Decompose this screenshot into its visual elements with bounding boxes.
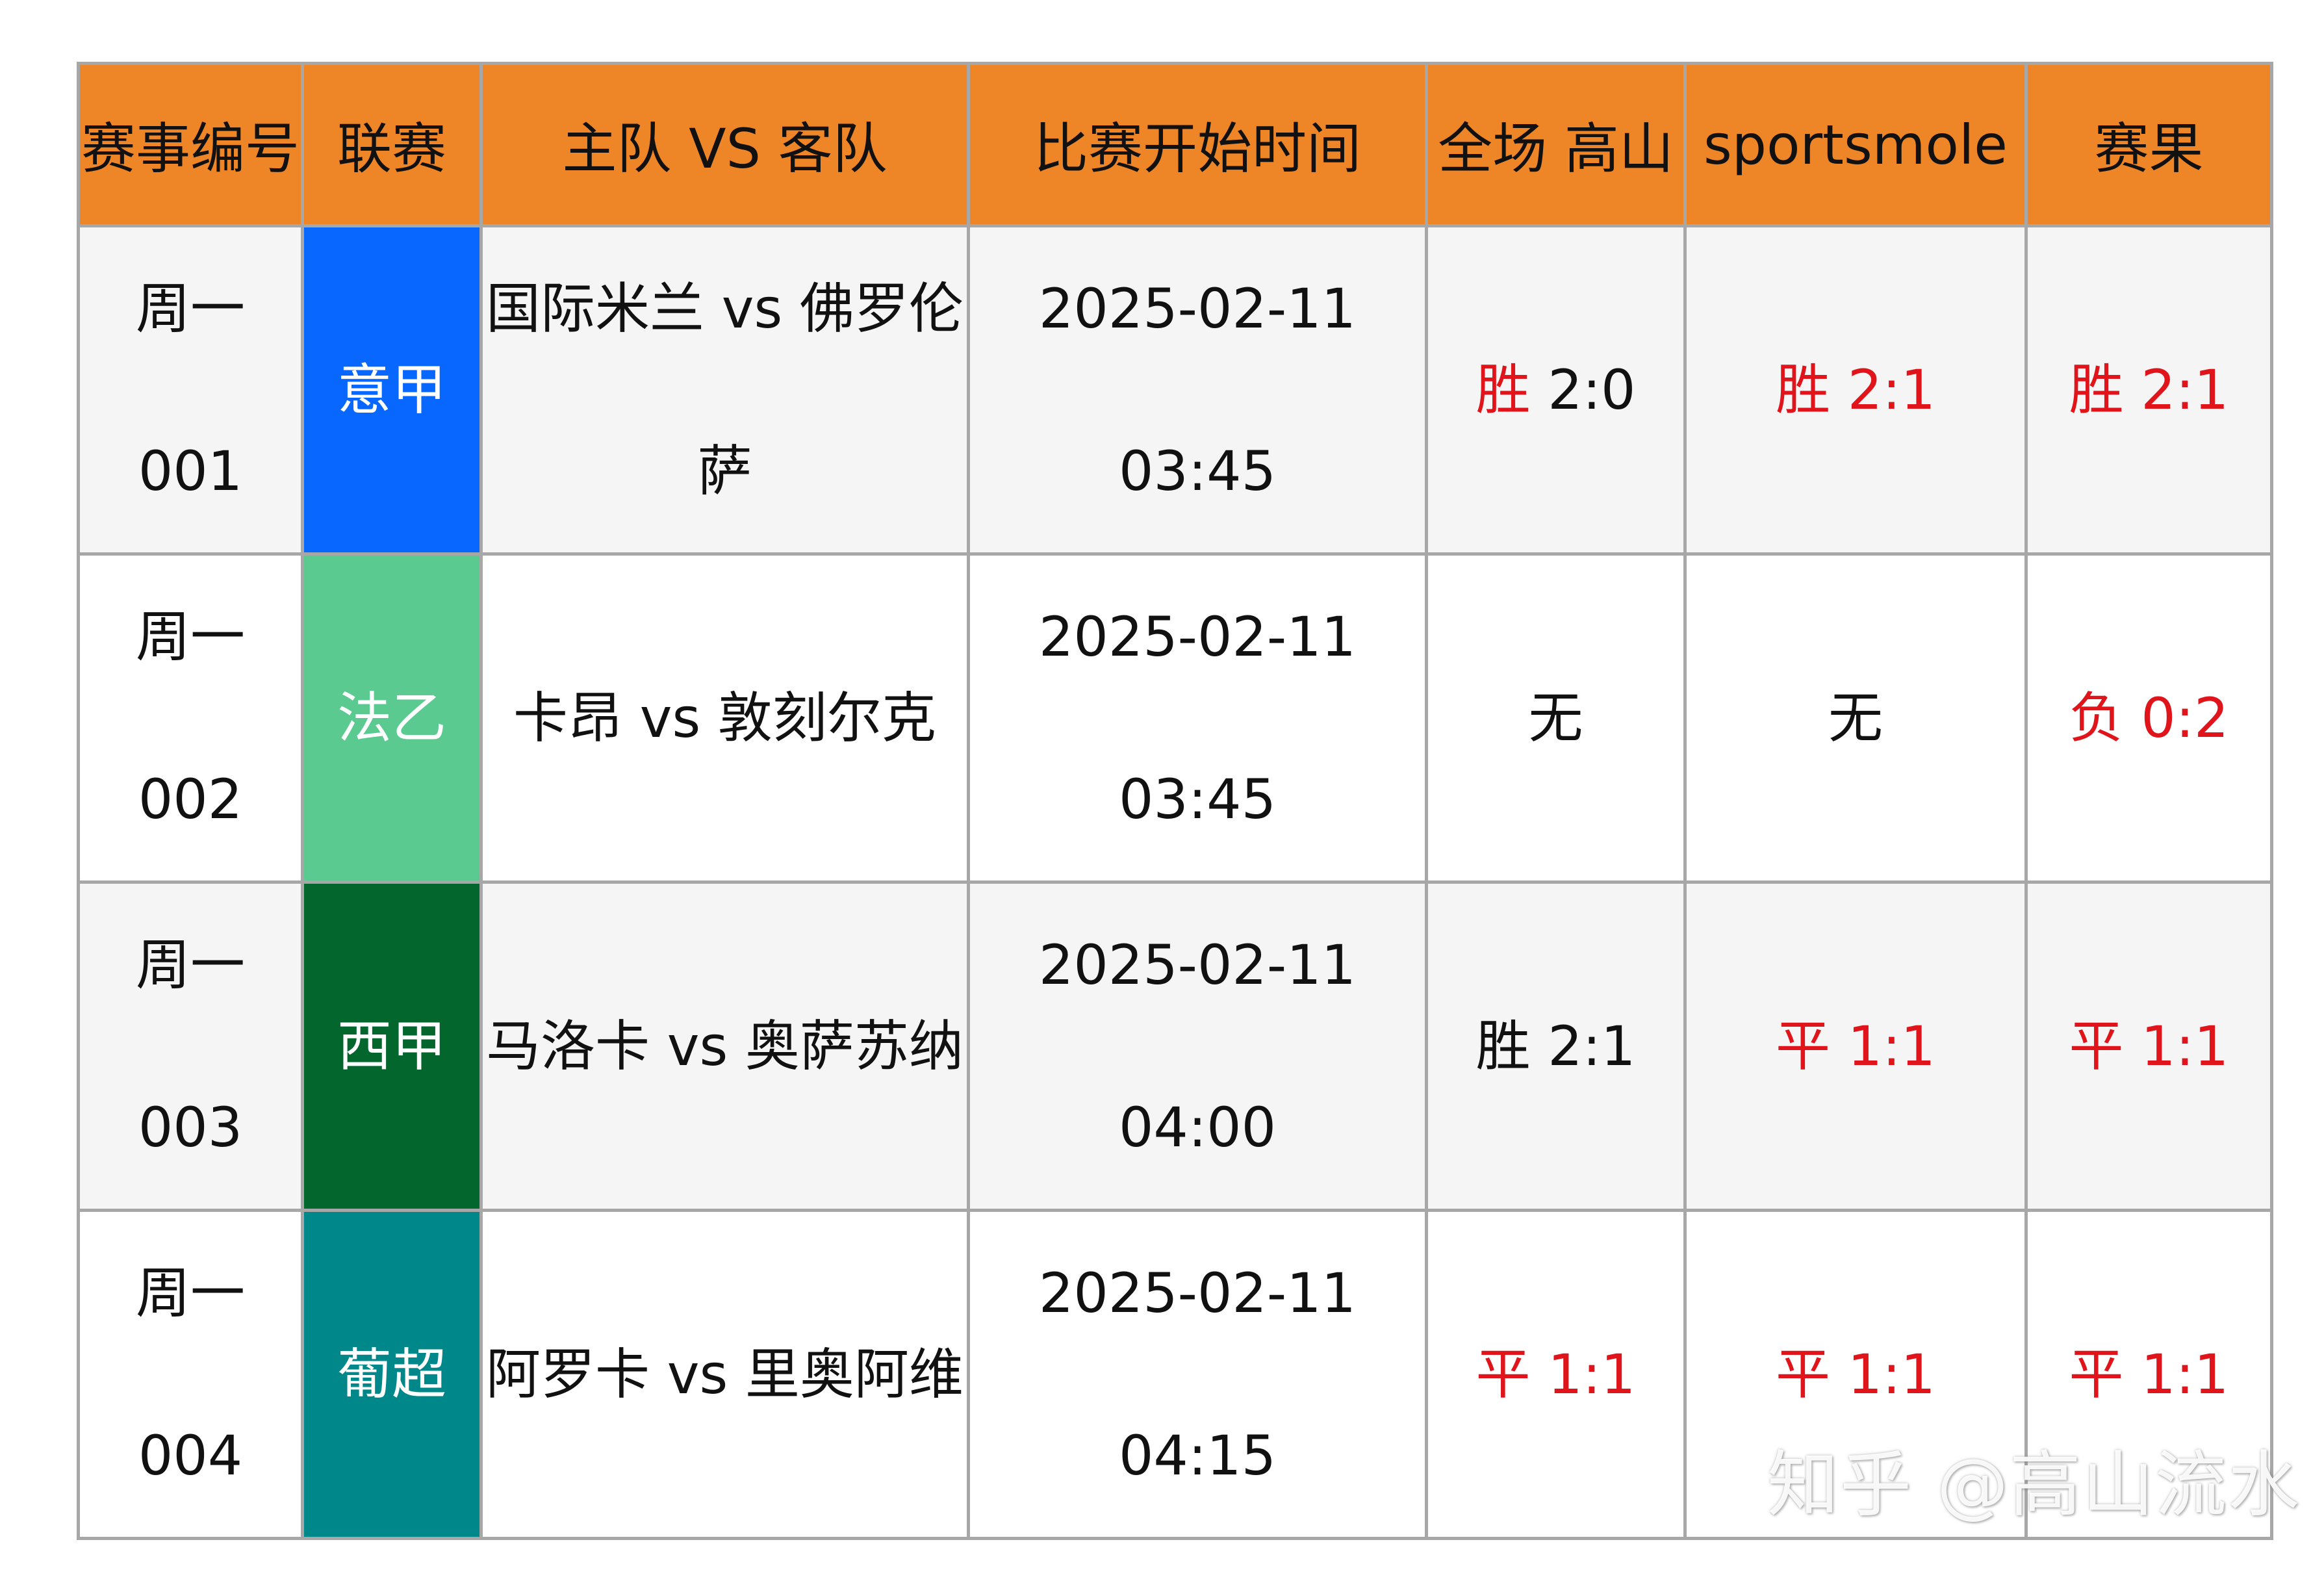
sportsmole-prediction-cell: 平 1:1 [1683,880,2028,1212]
table-row: 周一 004 葡超 阿罗卡 vs 里奥阿维 2025-02-11 04:15 平… [77,1209,2273,1540]
result-cell: 平 1:1 [2024,1209,2273,1540]
start-date: 2025-02-11 [1038,277,1357,341]
gaoshan-prediction-cell: 胜 2:1 [1425,880,1687,1212]
gaoshan-prediction-cell: 平 1:1 [1425,1209,1687,1540]
teams-cell: 阿罗卡 vs 里奥阿维 [479,1209,970,1540]
sportsmole-prediction-cell: 平 1:1 [1683,1209,2028,1540]
match-prediction-table: 赛事编号 联赛 主队 VS 客队 比赛开始时间 全场 高山 sportsmole… [77,62,2273,1540]
zhihu-watermark: 知乎 @高山流水 [1767,1443,2301,1526]
header-teams: 主队 VS 客队 [479,62,970,227]
start-time: 03:45 [1118,439,1277,503]
header-fulltime-gaoshan: 全场 高山 [1425,62,1687,227]
result-cell: 负 0:2 [2024,552,2273,884]
match-no-cell: 周一 003 [77,880,304,1212]
header-league: 联赛 [301,62,483,227]
start-time: 04:00 [1118,1096,1277,1159]
start-time: 04:15 [1118,1424,1277,1487]
league-cell: 法乙 [301,552,483,884]
league-cell: 西甲 [301,880,483,1212]
table-header-row: 赛事编号 联赛 主队 VS 客队 比赛开始时间 全场 高山 sportsmole… [77,62,2273,227]
sportsmole-prediction-cell: 胜 2:1 [1683,224,2028,556]
gaoshan-score: 2:0 [1530,358,1636,422]
start-time-cell: 2025-02-11 03:45 [967,224,1428,556]
result-cell: 平 1:1 [2024,880,2273,1212]
teams-line-2: 萨 [697,439,752,503]
header-sportsmole: sportsmole [1683,62,2028,227]
match-no-cell: 周一 002 [77,552,304,884]
gaoshan-prediction-cell: 胜 2:0 [1425,224,1687,556]
teams-cell: 马洛卡 vs 奥萨苏纳 [479,880,970,1212]
header-match-no: 赛事编号 [77,62,304,227]
teams-cell: 国际米兰 vs 佛罗伦 萨 [479,224,970,556]
start-time-cell: 2025-02-11 04:15 [967,1209,1428,1540]
table-row: 周一 003 西甲 马洛卡 vs 奥萨苏纳 2025-02-11 04:00 胜… [77,880,2273,1212]
header-start-time: 比赛开始时间 [967,62,1428,227]
start-time-cell: 2025-02-11 03:45 [967,552,1428,884]
start-date: 2025-02-11 [1038,605,1357,669]
gaoshan-prediction-cell: 无 [1425,552,1687,884]
sportsmole-prediction-cell: 无 [1683,552,2028,884]
start-date: 2025-02-11 [1038,933,1357,997]
league-cell: 意甲 [301,224,483,556]
match-no-cell: 周一 001 [77,224,304,556]
teams-cell: 卡昂 vs 敦刻尔克 [479,552,970,884]
start-time-cell: 2025-02-11 04:00 [967,880,1428,1212]
table-row: 周一 002 法乙 卡昂 vs 敦刻尔克 2025-02-11 03:45 无 … [77,552,2273,884]
table-row: 周一 001 意甲 国际米兰 vs 佛罗伦 萨 2025-02-11 03:45… [77,224,2273,556]
header-result: 赛果 [2024,62,2273,227]
start-date: 2025-02-11 [1038,1261,1357,1325]
gaoshan-outcome: 胜 [1475,358,1531,422]
teams-line-1: 国际米兰 vs 佛罗伦 [486,277,964,341]
league-cell: 葡超 [301,1209,483,1540]
result-cell: 胜 2:1 [2024,224,2273,556]
start-time: 03:45 [1118,767,1277,831]
match-no-cell: 周一 004 [77,1209,304,1540]
